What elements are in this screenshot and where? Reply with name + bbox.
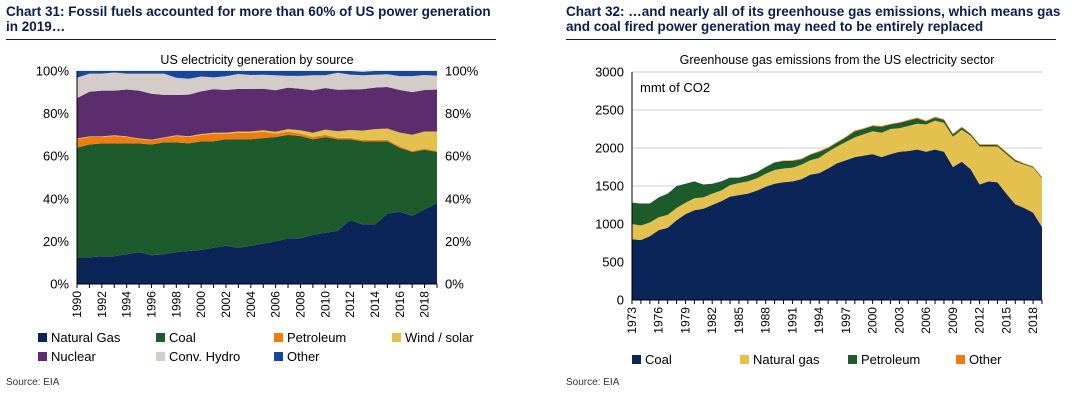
chart-31-x-tick-label: 1992 bbox=[95, 291, 109, 318]
chart-31-legend-label-conv-hydro: Conv. Hydro bbox=[169, 349, 240, 364]
chart-32-source: Source: EIA bbox=[566, 377, 620, 388]
chart-32-x-tick-label: 1973 bbox=[625, 307, 639, 334]
chart-32-y-tick-label: 1500 bbox=[595, 179, 624, 194]
chart-31-x-tick-label: 2018 bbox=[418, 291, 432, 318]
chart-32-y-tick-label: 0 bbox=[617, 293, 624, 308]
chart-31-legend-label-coal: Coal bbox=[169, 330, 196, 345]
chart-32-legend-swatch-other bbox=[956, 355, 965, 364]
chart-31-area-natural-gas bbox=[77, 203, 437, 284]
chart-31-area-petroleum bbox=[77, 131, 437, 152]
chart-32-x-tick-label: 2006 bbox=[919, 307, 933, 334]
chart-32-annotation: mmt of CO2 bbox=[640, 80, 710, 95]
chart-32-heading-rule bbox=[566, 39, 1056, 40]
chart-32-x-tick-label: 1988 bbox=[759, 307, 773, 334]
chart-32-x-tick-label: 1976 bbox=[652, 307, 666, 334]
chart-31-y-tick-label: 60% bbox=[43, 149, 69, 164]
chart-32-x-tick-label: 1979 bbox=[678, 307, 692, 334]
chart-32-x-tick-label: 1985 bbox=[732, 307, 746, 334]
chart-31-panel: Chart 31: Fossil fuels accounted for mor… bbox=[6, 4, 496, 388]
chart-31-x-tick-label: 2000 bbox=[194, 291, 208, 318]
chart-32-y-tick-label: 500 bbox=[602, 255, 624, 270]
chart-31-y-tick-label-right: 80% bbox=[445, 106, 471, 121]
chart-31-legend-swatch-nuclear bbox=[38, 352, 47, 361]
chart-32-panel: Chart 32: …and nearly all of its greenho… bbox=[560, 0, 1080, 404]
chart-32-svg: Greenhouse gas emissions from the US ele… bbox=[595, 53, 1043, 367]
chart-31-y-tick-label: 100% bbox=[36, 64, 70, 79]
chart-32-x-tick-label: 2009 bbox=[946, 307, 960, 334]
chart-32-area-natural-gas bbox=[632, 120, 1042, 240]
chart-32-area-coal bbox=[632, 149, 1042, 300]
chart-32-x-tick-label: 2000 bbox=[866, 307, 880, 334]
chart-32-legend-label-other: Other bbox=[969, 352, 1002, 367]
chart-31-area-conv-hydro bbox=[77, 72, 437, 99]
chart-31-x-tick-label: 2012 bbox=[343, 291, 357, 318]
chart-31-y-tick-label: 80% bbox=[43, 106, 69, 121]
chart-31-y-tick-label: 0% bbox=[50, 277, 69, 292]
chart-31-x-tick-label: 1998 bbox=[169, 291, 183, 318]
chart-32-x-tick-label: 1997 bbox=[839, 307, 853, 334]
chart-31-x-tick-label: 2006 bbox=[269, 291, 283, 318]
chart-31-y-tick-label-right: 0% bbox=[445, 277, 464, 292]
chart-32-y-tick-label: 2000 bbox=[595, 141, 624, 156]
chart-31-legend-label-wind-solar: Wind / solar bbox=[405, 330, 474, 345]
chart-32-y-tick-label: 1000 bbox=[595, 217, 624, 232]
chart-31-legend-swatch-natural-gas bbox=[38, 333, 47, 342]
chart-31-y-tick-label: 20% bbox=[43, 234, 69, 249]
chart-31-x-tick-label: 2002 bbox=[219, 291, 233, 318]
chart-31-legend-swatch-coal bbox=[156, 333, 165, 342]
chart-31-x-tick-label: 1990 bbox=[70, 291, 84, 318]
chart-31-y-tick-label-right: 20% bbox=[445, 234, 471, 249]
chart-31-legend-label-other: Other bbox=[287, 349, 320, 364]
chart-31-y-tick-label-right: 60% bbox=[445, 149, 471, 164]
chart-32-x-tick-label: 1982 bbox=[705, 307, 719, 334]
chart-32-legend-swatch-coal bbox=[632, 355, 641, 364]
chart-31-y-tick-label: 40% bbox=[43, 191, 69, 206]
chart-31-x-tick-label: 2004 bbox=[244, 291, 258, 318]
chart-31-heading: Chart 31: Fossil fuels accounted for mor… bbox=[6, 4, 491, 34]
chart-32-title: Greenhouse gas emissions from the US ele… bbox=[680, 53, 995, 67]
chart-32-y-tick-label: 3000 bbox=[595, 65, 624, 80]
chart-31-area-other bbox=[77, 71, 437, 79]
chart-31-x-tick-label: 2016 bbox=[393, 291, 407, 318]
chart-31-source: Source: EIA bbox=[6, 377, 60, 388]
chart-32-y-tick-label: 2500 bbox=[595, 103, 624, 118]
chart-32-heading: Chart 32: …and nearly all of its greenho… bbox=[566, 4, 1061, 34]
chart-31-x-tick-label: 2014 bbox=[368, 291, 382, 318]
chart-31-area-wind-solar bbox=[77, 128, 437, 151]
chart-32-x-tick-label: 1994 bbox=[812, 307, 826, 334]
chart-31-legend-swatch-petroleum bbox=[274, 333, 283, 342]
chart-31-legend-label-natural-gas: Natural Gas bbox=[51, 330, 121, 345]
chart-32-legend-label-natural-gas: Natural gas bbox=[753, 352, 820, 367]
chart-31-title: US electricity generation by source bbox=[160, 53, 353, 67]
chart-32-legend-label-coal: Coal bbox=[645, 352, 672, 367]
chart-31-legend-label-petroleum: Petroleum bbox=[287, 330, 346, 345]
chart-31-svg: US electricity generation by source 0% 0% 2… bbox=[36, 53, 479, 364]
chart-31-y-tick-label-right: 40% bbox=[445, 191, 471, 206]
chart-31-heading-rule bbox=[6, 39, 496, 40]
chart-31-legend-label-nuclear: Nuclear bbox=[51, 349, 96, 364]
chart-31-legend-swatch-conv-hydro bbox=[156, 352, 165, 361]
chart-31-x-tick-label: 1996 bbox=[144, 291, 158, 318]
chart-31-x-tick-label: 2010 bbox=[318, 291, 332, 318]
chart-32-x-tick-label: 2018 bbox=[1026, 307, 1040, 334]
chart-31-area-nuclear bbox=[77, 87, 437, 140]
chart-32-x-tick-label: 2012 bbox=[973, 307, 987, 334]
chart-32-x-tick-label: 2015 bbox=[999, 307, 1013, 334]
chart-32-legend-label-petroleum: Petroleum bbox=[861, 352, 920, 367]
chart-31-x-tick-label: 2008 bbox=[293, 291, 307, 318]
chart-31-legend-swatch-other bbox=[274, 352, 283, 361]
chart-31-legend-swatch-wind-solar bbox=[392, 333, 401, 342]
chart-31-y-tick-label-right: 100% bbox=[445, 64, 479, 79]
chart-32-x-tick-label: 2003 bbox=[892, 307, 906, 334]
chart-32-legend-swatch-natural-gas bbox=[740, 355, 749, 364]
chart-31-x-tick-label: 1994 bbox=[120, 291, 134, 318]
chart-31-area-coal bbox=[77, 134, 437, 258]
chart-32-x-tick-label: 1991 bbox=[785, 307, 799, 334]
chart-32-legend-swatch-petroleum bbox=[848, 355, 857, 364]
